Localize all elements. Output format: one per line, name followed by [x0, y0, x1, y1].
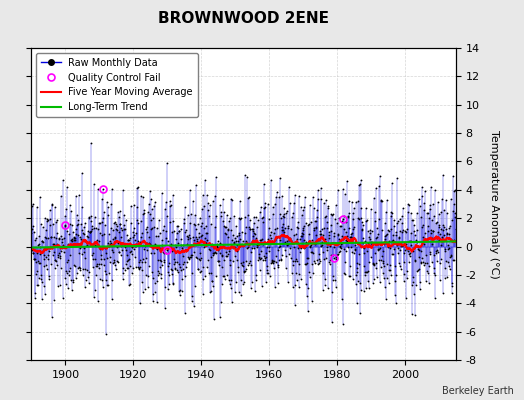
Text: Berkeley Earth: Berkeley Earth: [442, 386, 514, 396]
Y-axis label: Temperature Anomaly (°C): Temperature Anomaly (°C): [489, 130, 499, 278]
Title: BROWNWOOD 2ENE: BROWNWOOD 2ENE: [158, 11, 329, 26]
Legend: Raw Monthly Data, Quality Control Fail, Five Year Moving Average, Long-Term Tren: Raw Monthly Data, Quality Control Fail, …: [36, 53, 198, 117]
